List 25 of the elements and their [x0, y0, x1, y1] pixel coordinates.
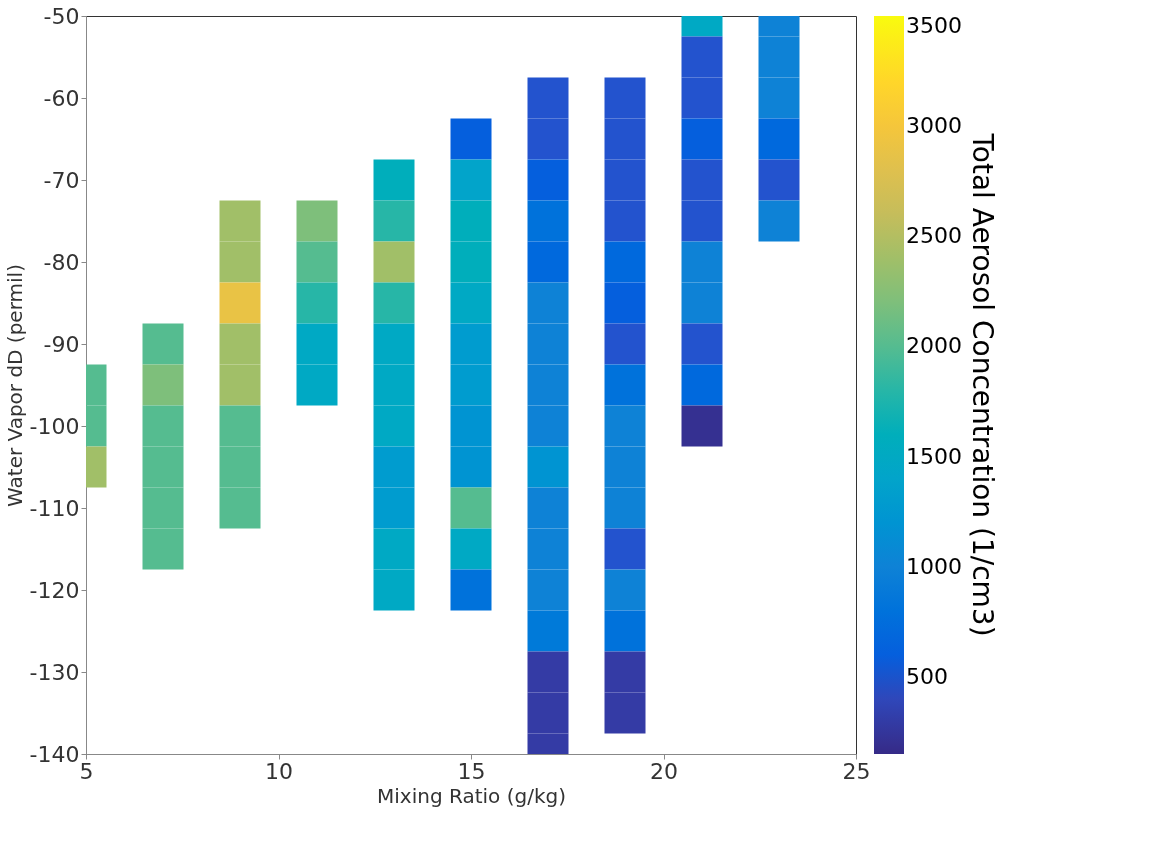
y-tick-label: -100	[29, 413, 80, 439]
color-bar-label: 3500	[906, 13, 962, 38]
y-tick-label: -70	[43, 167, 80, 193]
x-tick-label: 25	[842, 758, 871, 784]
y-tick-label: -50	[43, 3, 80, 29]
y-tick-label: -120	[29, 577, 80, 603]
x-axis-title: Mixing Ratio (g/kg)	[377, 783, 566, 808]
color-bar-label: 3000	[906, 113, 962, 139]
x-tick-label: 15	[457, 758, 486, 784]
y-tick-label: -90	[43, 331, 80, 357]
y-tick-label: -140	[29, 741, 80, 767]
y-tick-label: -130	[29, 659, 80, 685]
y-tick-label: -80	[43, 249, 80, 275]
color-bar-label: 2500	[906, 223, 962, 249]
y-tick-label: -110	[29, 495, 80, 521]
color-bar-label: 2000	[906, 333, 962, 359]
color-bar-title: Total Aerosol Concentration (1/cm3)	[966, 132, 999, 637]
x-tick-label: 5	[79, 758, 94, 784]
y-tick-label: -60	[43, 85, 80, 111]
color-bar-label: 500	[906, 663, 948, 689]
y-axis-title: Water Vapor dD (permil)	[2, 264, 27, 507]
color-bar-label: 1000	[906, 553, 962, 579]
color-bar-label: 1500	[906, 443, 962, 469]
x-tick-label: 10	[265, 758, 293, 784]
x-tick-label: 20	[650, 758, 678, 784]
